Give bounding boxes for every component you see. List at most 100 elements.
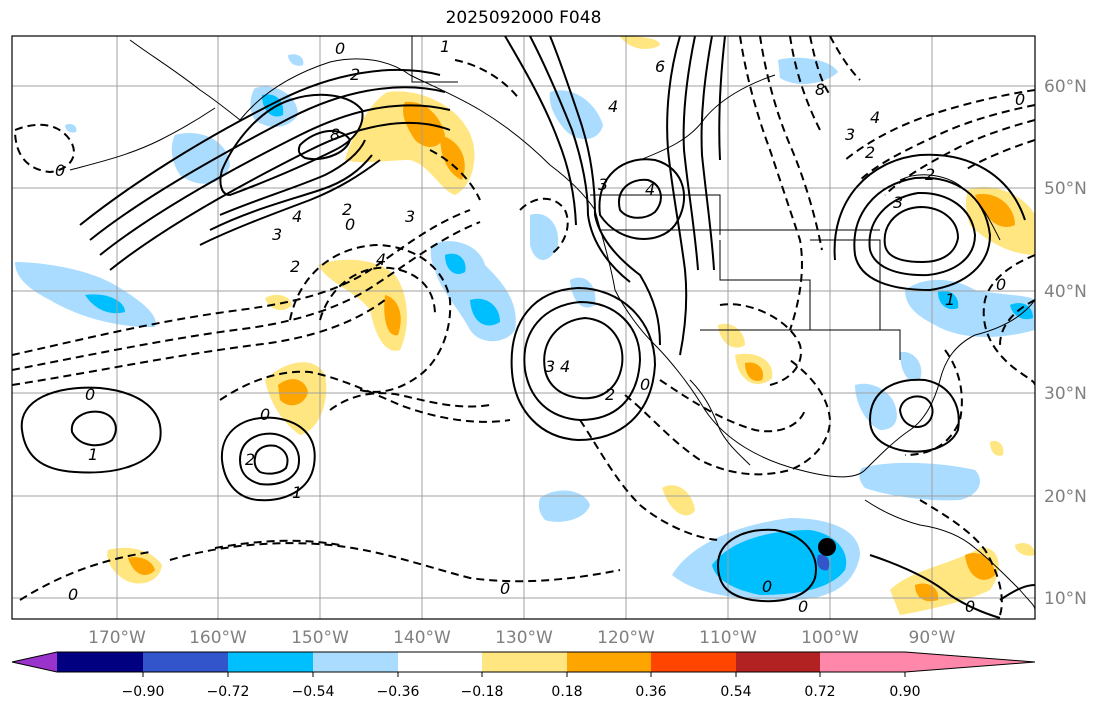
coastlines [69,36,1035,611]
contour-label: 2 [925,165,935,184]
graticule [12,36,1035,619]
shaded-fields [15,36,1035,615]
contour-label: 0 [996,275,1006,294]
warm-anomaly-caribbean-core [965,552,995,580]
warm-anomaly-gulf-alaska-core2 [440,135,465,180]
colorbar: −0.90 −0.72 −0.54 −0.36 −0.18 0.18 0.36 … [11,651,1036,700]
cool-anomaly-gulf [855,383,897,430]
contour-label: 0 [1015,90,1025,109]
contour-label: 3 [272,225,282,244]
contour-labels: 0 1 2 8 4 3 2 3 2 0 4 4 6 3 4 8 4 3 2 2 … [55,37,1025,616]
colorbar-segment [736,652,820,672]
lat-label: 30°N [1044,384,1087,404]
warm-anomaly-top [620,36,660,49]
colorbar-tick-label: 0.72 [804,684,835,700]
warm-anomaly-140w-core [384,295,401,336]
lon-label: 150°W [291,628,349,648]
contour-label: 0 [85,385,95,404]
contour-label: 0 [640,375,650,394]
cool-anomaly-east-us [905,279,1035,337]
warm-anomaly-pacific-20n [662,485,695,516]
contour-label: 3 [893,193,903,212]
cool-anomaly-epac-deep [817,554,830,571]
colorbar-segment [651,652,736,672]
contour-label: 4 [645,180,655,199]
lon-label: 160°W [189,628,247,648]
lon-label: 90°W [909,628,956,648]
dashed-contours [12,36,1035,616]
contour-label: 0 [762,577,772,596]
contour-label: 2 [342,200,352,219]
contour-label: 3 [598,175,608,194]
storm-center-marker [818,538,836,556]
colorbar-tick-label: 0.90 [889,684,920,700]
latitude-labels: 60°N 50°N 40°N 30°N 20°N 10°N [1044,77,1087,609]
lon-label: 130°W [495,628,553,648]
colorbar-segment [57,652,143,672]
cool-anomaly-florida [900,351,922,382]
colorbar-tick-label: −0.36 [377,684,420,700]
contour-label: 0 [68,585,78,604]
lon-label: 110°W [699,628,757,648]
contour-label: 0 [965,597,975,616]
contour-label: 4 [376,250,386,269]
contours [20,36,1035,619]
lat-label: 40°N [1044,282,1087,302]
cool-anomaly-westpac [15,262,156,328]
warm-anomaly-mexico2-core [745,362,764,381]
contour-label: 0 [798,597,808,616]
contour-label: 1 [88,445,98,464]
plot-frame [11,35,1036,620]
cool-anomaly-pacific-20n [538,490,590,522]
lat-label: 60°N [1044,77,1087,97]
contour-label: 4 [560,357,570,376]
cool-anomaly-east-us-core2 [1010,303,1033,320]
contour-label: 8 [330,125,340,144]
contour-label: 2 [350,65,360,84]
contour-label: 3 [545,357,555,376]
colorbar-tick-label: −0.54 [292,684,335,700]
colorbar-segment [313,652,398,672]
cool-anomaly-130w [530,213,559,260]
cool-anomaly-125w [570,277,596,308]
colorbar-under-arrow [12,652,57,672]
contour-label: 4 [608,97,618,116]
contour-label: 3 [405,207,415,226]
lon-label: 170°W [88,628,146,648]
warm-anomaly-great-lakes-core [975,194,1015,227]
lat-label: 20°N [1044,487,1087,507]
cool-anomaly-epac-core [712,530,847,595]
cool-anomaly-coast [549,90,603,140]
colorbar-tick-label: 0.54 [720,684,751,700]
warm-anomaly-small1 [265,294,292,311]
contour-label: 2 [290,257,300,276]
warm-anomaly-mexico1 [718,323,745,348]
contour-label: 4 [870,108,880,127]
warm-anomaly-small3 [1015,543,1035,556]
colorbar-segment [820,652,905,672]
lat-label: 50°N [1044,179,1087,199]
contour-label: 8 [815,80,825,99]
colorbar-segment [143,652,228,672]
contour-label: 6 [655,57,665,76]
contour-label: 0 [500,579,510,598]
contour-label: 0 [55,161,65,180]
cool-anomaly-small2 [288,54,304,66]
lon-label: 140°W [393,628,451,648]
contour-label: 2 [245,450,255,469]
colorbar-segment [567,652,651,672]
contour-label: 1 [945,290,955,309]
lon-label: 100°W [801,628,859,648]
cool-anomaly-bering2 [171,133,230,184]
colorbar-tick-label: −0.90 [122,684,165,700]
colorbar-tick-label: −0.72 [207,684,250,700]
colorbar-segment [228,652,313,672]
map-title: 2025092000 F048 [445,8,602,28]
cool-anomaly-westpac-core [85,294,125,314]
contour-label: 1 [292,483,302,502]
colorbar-over-arrow [905,652,1035,672]
warm-anomaly-170w-core [128,557,155,575]
contour-label: 2 [865,143,875,162]
contour-label: 2 [605,385,615,404]
